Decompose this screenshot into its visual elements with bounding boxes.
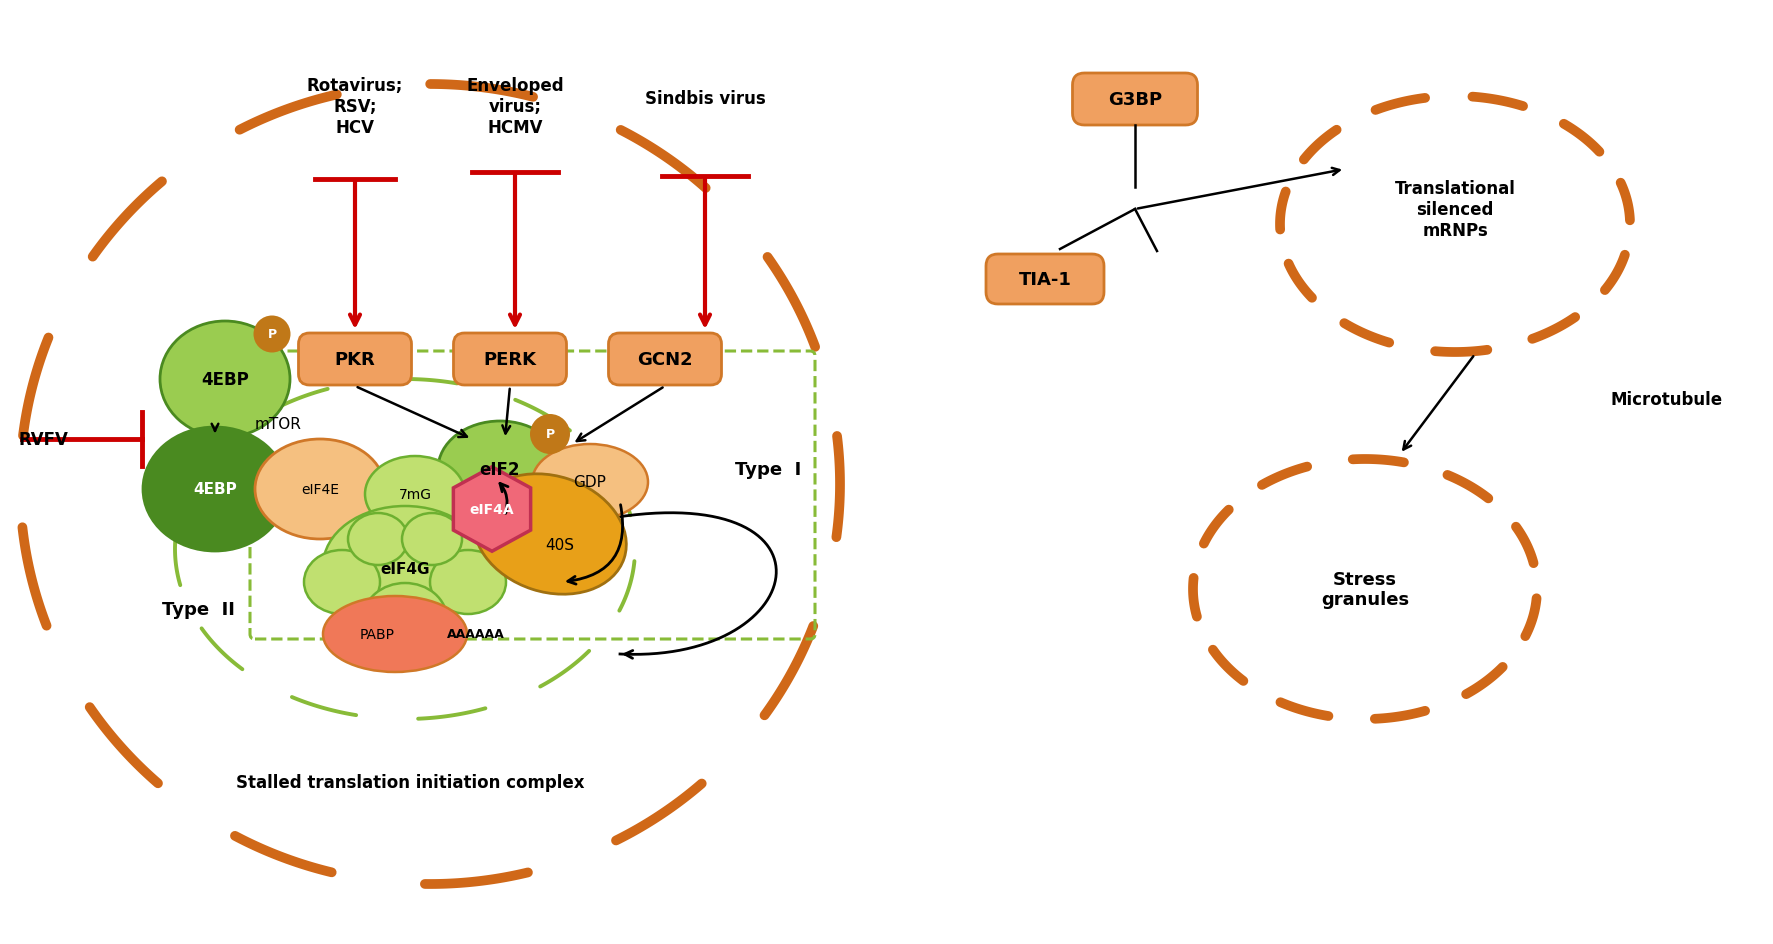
Text: P: P [546, 428, 555, 441]
FancyBboxPatch shape [986, 255, 1105, 305]
Ellipse shape [254, 316, 291, 353]
Ellipse shape [348, 514, 408, 565]
Ellipse shape [160, 322, 291, 437]
Text: AAAAAA: AAAAAA [447, 628, 505, 641]
Ellipse shape [323, 597, 466, 672]
Text: TIA-1: TIA-1 [1018, 271, 1071, 289]
Ellipse shape [255, 440, 385, 539]
Text: PERK: PERK [484, 350, 537, 368]
Text: P: P [268, 329, 277, 341]
Text: PKR: PKR [335, 350, 376, 368]
Text: 4EBP: 4EBP [200, 371, 248, 389]
Ellipse shape [323, 507, 488, 626]
Ellipse shape [402, 514, 463, 565]
Text: Stress
granules: Stress granules [1321, 570, 1410, 609]
Text: eIF4E: eIF4E [301, 482, 339, 497]
Text: 40S: 40S [546, 537, 574, 552]
Text: eIF4A: eIF4A [470, 502, 514, 516]
Text: eIF2: eIF2 [480, 461, 519, 479]
FancyBboxPatch shape [608, 333, 722, 385]
Text: GDP: GDP [573, 475, 606, 490]
Ellipse shape [438, 422, 562, 517]
Ellipse shape [530, 414, 569, 454]
Ellipse shape [303, 550, 379, 615]
Text: G3BP: G3BP [1108, 91, 1161, 109]
Text: eIF4G: eIF4G [379, 562, 429, 577]
Text: GCN2: GCN2 [637, 350, 693, 368]
Ellipse shape [144, 428, 287, 551]
Ellipse shape [363, 583, 447, 655]
Text: Type  II: Type II [161, 600, 234, 618]
Text: 7mG: 7mG [399, 487, 431, 501]
Text: mTOR: mTOR [255, 417, 301, 432]
FancyBboxPatch shape [1073, 74, 1197, 126]
Text: Translational
silenced
mRNPs: Translational silenced mRNPs [1395, 180, 1516, 240]
Text: Type  I: Type I [736, 461, 801, 479]
Text: Rotavirus;
RSV;
HCV: Rotavirus; RSV; HCV [307, 76, 402, 137]
Text: Enveloped
virus;
HCMV: Enveloped virus; HCMV [466, 76, 564, 137]
FancyBboxPatch shape [298, 333, 411, 385]
Ellipse shape [431, 550, 505, 615]
Text: Microtubule: Microtubule [1610, 391, 1722, 409]
Text: Sindbis virus: Sindbis virus [645, 90, 766, 108]
Ellipse shape [473, 474, 626, 595]
Text: Stalled translation initiation complex: Stalled translation initiation complex [236, 773, 585, 791]
Ellipse shape [365, 457, 465, 532]
Text: 4EBP: 4EBP [193, 482, 238, 497]
Text: RVFV: RVFV [18, 430, 67, 448]
Text: PABP: PABP [360, 628, 395, 641]
FancyBboxPatch shape [454, 333, 567, 385]
Ellipse shape [532, 445, 647, 520]
Polygon shape [454, 467, 530, 551]
